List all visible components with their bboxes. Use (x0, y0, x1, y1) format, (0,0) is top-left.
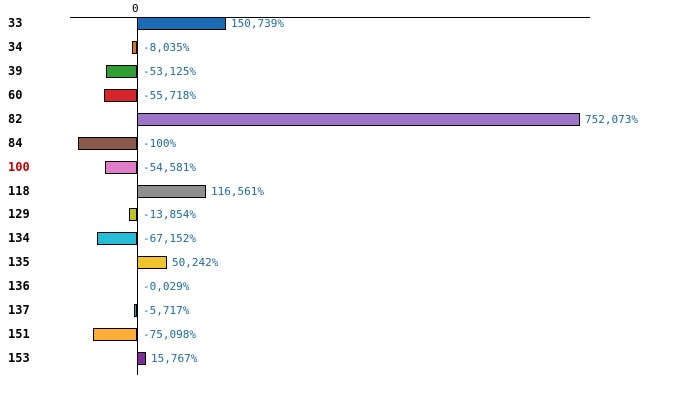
value-label: -0,029% (143, 280, 190, 293)
value-label: 15,767% (151, 352, 198, 365)
value-label: -55,718% (143, 89, 196, 102)
value-label: -5,717% (143, 304, 190, 317)
bar (106, 65, 137, 78)
value-label: -100% (143, 137, 177, 150)
bar (97, 232, 137, 245)
top-axis-line (70, 17, 590, 18)
bar (78, 137, 137, 150)
bar (137, 256, 167, 269)
category-label: 129 (8, 207, 30, 221)
value-label: 150,739% (231, 17, 284, 30)
category-label: 136 (8, 279, 30, 293)
category-label: 137 (8, 303, 30, 317)
category-label: 60 (8, 88, 23, 102)
value-label: -13,854% (143, 208, 196, 221)
value-label: -54,581% (143, 161, 196, 174)
value-label: -53,125% (143, 65, 196, 78)
category-label: 135 (8, 255, 30, 269)
value-label: 50,242% (172, 256, 219, 269)
value-label: -67,152% (143, 232, 196, 245)
category-label: 100 (8, 160, 30, 174)
bar (129, 208, 137, 221)
zero-axis-label: 0 (132, 2, 139, 15)
category-label: 82 (8, 112, 23, 126)
bar (104, 89, 137, 102)
bar (137, 17, 226, 30)
bar (134, 304, 137, 317)
category-label: 151 (8, 327, 30, 341)
value-label: 752,073% (585, 113, 638, 126)
bar (137, 113, 580, 126)
value-label: -8,035% (143, 41, 190, 54)
bar (137, 185, 206, 198)
bar (105, 161, 137, 174)
bar (137, 352, 146, 365)
category-label: 153 (8, 351, 30, 365)
value-label: 116,561% (211, 185, 264, 198)
bar (132, 41, 137, 54)
category-label: 118 (8, 184, 30, 198)
value-label: -75,098% (143, 328, 196, 341)
category-label: 33 (8, 16, 23, 30)
category-label: 39 (8, 64, 23, 78)
category-label: 34 (8, 40, 23, 54)
category-label: 84 (8, 136, 23, 150)
bar (93, 328, 137, 341)
category-label: 134 (8, 231, 30, 245)
